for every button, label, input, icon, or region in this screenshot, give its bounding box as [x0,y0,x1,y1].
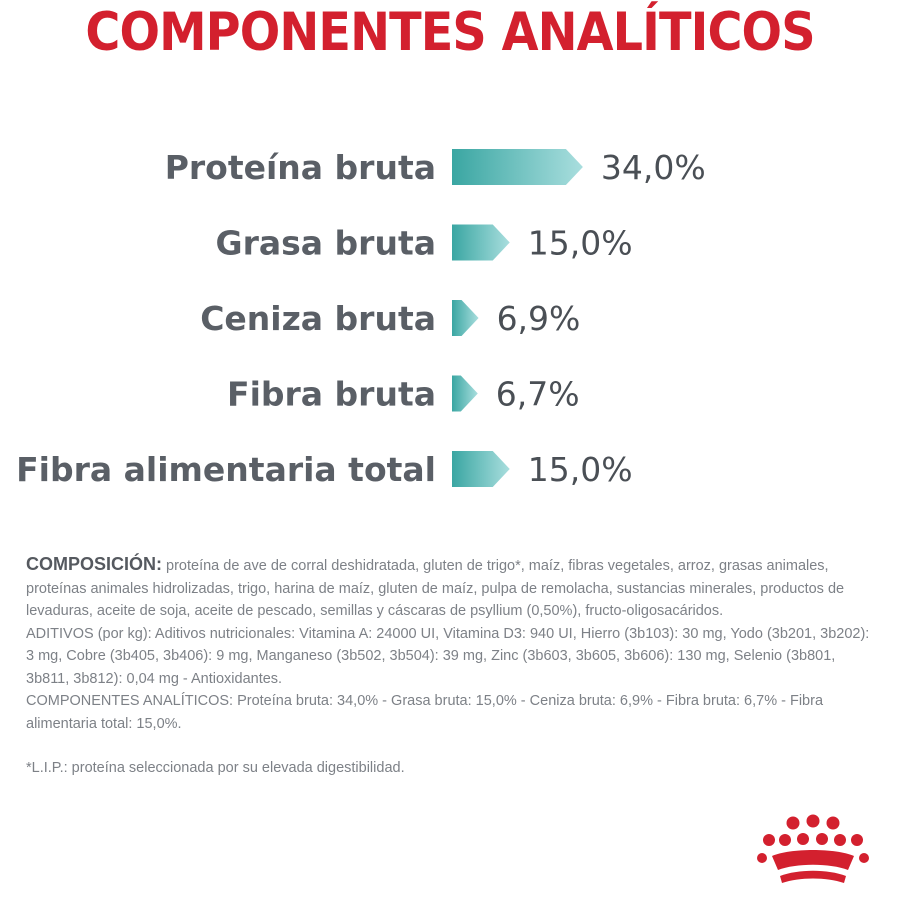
ingredients-text: proteína de ave de corral deshidratada, … [26,558,845,619]
royal-canin-crown-icon [757,814,869,883]
value-label: 15,0% [528,224,633,263]
additives-text: ADITIVOS (por kg): Aditivos nutricionale… [26,625,870,687]
value-label: 34,0% [601,148,706,187]
bar [452,149,583,185]
category-label: Fibra alimentaria total [16,450,436,489]
category-label: Fibra bruta [227,375,436,414]
value-label: 6,7% [496,375,580,414]
bar [452,451,510,487]
page-title: COMPONENTES ANALÍTICOS [85,2,815,63]
lip-note: *L.I.P.: proteína seleccionada por su el… [26,760,405,776]
composition-text: COMPOSICIÓN: proteína de ave de corral d… [26,553,876,780]
category-label: Grasa bruta [216,224,436,263]
analytical-components-text: COMPONENTES ANALÍTICOS: Proteína bruta: … [26,693,824,732]
category-label: Proteína bruta [165,148,436,187]
composition-heading: COMPOSICIÓN: [26,554,163,574]
value-label: 6,9% [497,299,581,338]
bar [452,300,479,336]
bar [452,224,510,261]
value-label: 15,0% [528,450,633,489]
composition-paragraph: COMPOSICIÓN: proteína de ave de corral d… [26,553,876,623]
category-label: Ceniza bruta [200,299,436,338]
bar [452,375,478,412]
